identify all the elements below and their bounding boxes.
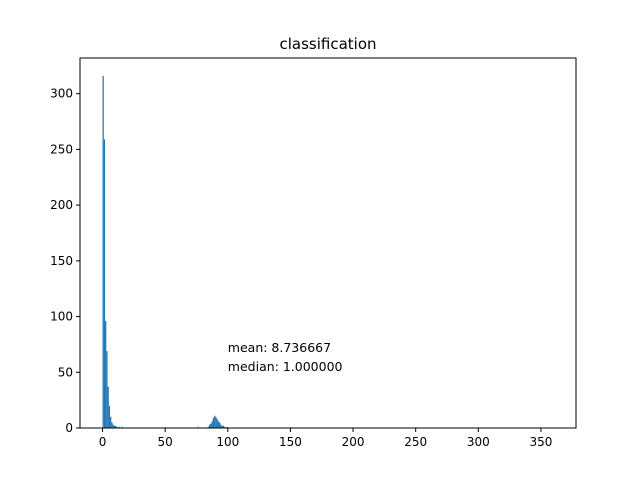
x-tick-label: 350 (529, 435, 552, 449)
histogram-bar (103, 139, 106, 429)
histogram-bar (219, 422, 221, 428)
histogram-bar (107, 386, 109, 428)
histogram-bar (112, 424, 114, 428)
x-axis: 0 50 100 150 200 250 300 350 (99, 428, 552, 449)
histogram-bar (222, 425, 225, 428)
histogram-bar (224, 426, 226, 428)
histogram-bar (220, 424, 222, 428)
stat-annotation: median: 1.000000 (228, 359, 343, 374)
histogram-bar (221, 425, 223, 428)
histogram-bar (209, 424, 211, 428)
histogram-bar (115, 425, 117, 428)
x-tick-label: 250 (404, 435, 427, 449)
histogram-bar (216, 419, 218, 428)
x-tick-label: 50 (158, 435, 173, 449)
histogram-bar (210, 423, 212, 428)
histogram-bar (226, 426, 228, 428)
histogram-bar (113, 425, 116, 428)
histogram-bar (105, 321, 107, 428)
histogram-bar (217, 421, 220, 428)
x-tick-label: 150 (279, 435, 302, 449)
x-tick-label: 0 (99, 435, 107, 449)
histogram-bar (106, 351, 108, 428)
histogram-bar (197, 426, 199, 428)
y-tick-label: 0 (65, 421, 73, 435)
histogram-bar (211, 421, 213, 428)
y-axis: 0 50 100 150 200 250 300 (50, 87, 80, 435)
histogram-bar (207, 426, 210, 428)
x-tick-label: 100 (216, 435, 239, 449)
plot-frame (79, 57, 577, 429)
stat-annotation: mean: 8.736667 (228, 340, 331, 355)
histogram-bar (108, 405, 111, 428)
histogram-bar (111, 422, 113, 428)
x-tick-label: 300 (467, 435, 490, 449)
y-tick-label: 50 (58, 365, 73, 379)
y-tick-label: 150 (50, 254, 73, 268)
histogram-bar (116, 426, 118, 428)
y-tick-label: 250 (50, 142, 73, 156)
bars-group (102, 75, 228, 429)
chart-title: classification (279, 35, 376, 53)
x-tick-label: 200 (342, 435, 365, 449)
histogram-bar (118, 426, 121, 428)
histogram-bar (102, 75, 104, 428)
y-tick-label: 300 (50, 87, 73, 101)
annotations-group: mean: 8.736667 median: 1.000000 (228, 340, 343, 374)
histogram-bar (215, 416, 217, 428)
histogram-bar (110, 416, 112, 428)
histogram-bar (121, 426, 123, 428)
histogram-bar (212, 417, 215, 428)
y-tick-label: 200 (50, 198, 73, 212)
histogram-bar (214, 415, 216, 428)
y-tick-label: 100 (50, 310, 73, 324)
